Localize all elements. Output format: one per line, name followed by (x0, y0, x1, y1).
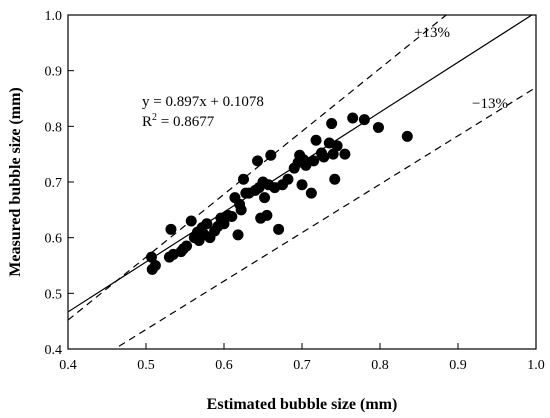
data-point (238, 173, 249, 185)
x-tick-label: 0.5 (137, 358, 155, 373)
data-point (339, 148, 351, 160)
data-point (329, 173, 341, 185)
y-tick-label: 0.7 (45, 176, 63, 191)
data-point (308, 155, 320, 167)
data-point (201, 218, 213, 230)
data-point (235, 204, 247, 216)
y-tick-label: 0.4 (45, 343, 63, 358)
x-tick-label: 0.7 (293, 358, 311, 373)
data-point (145, 251, 157, 263)
data-point (218, 218, 230, 230)
data-point (273, 223, 285, 235)
y-tick-label: 1.0 (45, 9, 63, 24)
data-point (261, 209, 273, 221)
y-tick-label: 0.5 (45, 287, 63, 302)
data-point (165, 223, 177, 235)
data-point (181, 240, 193, 252)
x-axis-label: Estimated bubble size (mm) (207, 396, 398, 413)
data-point (318, 151, 330, 163)
data-point (372, 121, 384, 133)
data-point (282, 173, 294, 185)
x-tick-label: 0.4 (59, 358, 77, 373)
data-point (259, 192, 271, 204)
r-squared-exponent: 2 (152, 112, 157, 123)
x-tick-label: 1.0 (527, 358, 545, 373)
y-axis-label: Measured bubble size (mm) (7, 87, 24, 276)
data-point (296, 179, 308, 191)
data-point (327, 148, 339, 160)
lower-bound-label: −13% (472, 96, 508, 112)
data-point (326, 118, 338, 130)
data-point (305, 187, 317, 199)
data-point (331, 140, 343, 152)
lower-bound-line (113, 86, 536, 349)
data-point (265, 149, 277, 161)
x-axis: 0.4 0.5 0.6 0.7 0.8 0.9 1.0 (59, 343, 545, 373)
r-squared-value: = 0.8677 (157, 114, 215, 130)
data-point (358, 114, 370, 126)
y-tick-label: 0.6 (45, 232, 63, 247)
points-layer (145, 112, 413, 275)
data-point (185, 215, 197, 227)
data-point (347, 112, 359, 124)
y-axis: 0.4 0.5 0.6 0.7 0.8 0.9 1.0 (45, 9, 74, 358)
y-tick-label: 0.9 (45, 65, 63, 80)
x-tick-label: 0.6 (215, 358, 233, 373)
upper-bound-label: +13% (414, 25, 450, 41)
x-tick-label: 0.8 (371, 358, 389, 373)
r-squared-annotation: R2 = 0.8677 (142, 112, 215, 130)
data-point (252, 155, 264, 167)
x-tick-label: 0.9 (449, 358, 467, 373)
data-point (401, 130, 413, 142)
r-squared-symbol: R (142, 114, 152, 130)
data-point (232, 229, 244, 241)
data-point (226, 211, 238, 223)
data-point (149, 260, 161, 271)
regression-equation: y = 0.897x + 0.1078 (142, 94, 264, 110)
y-tick-label: 0.8 (45, 120, 63, 135)
data-point (310, 134, 322, 146)
